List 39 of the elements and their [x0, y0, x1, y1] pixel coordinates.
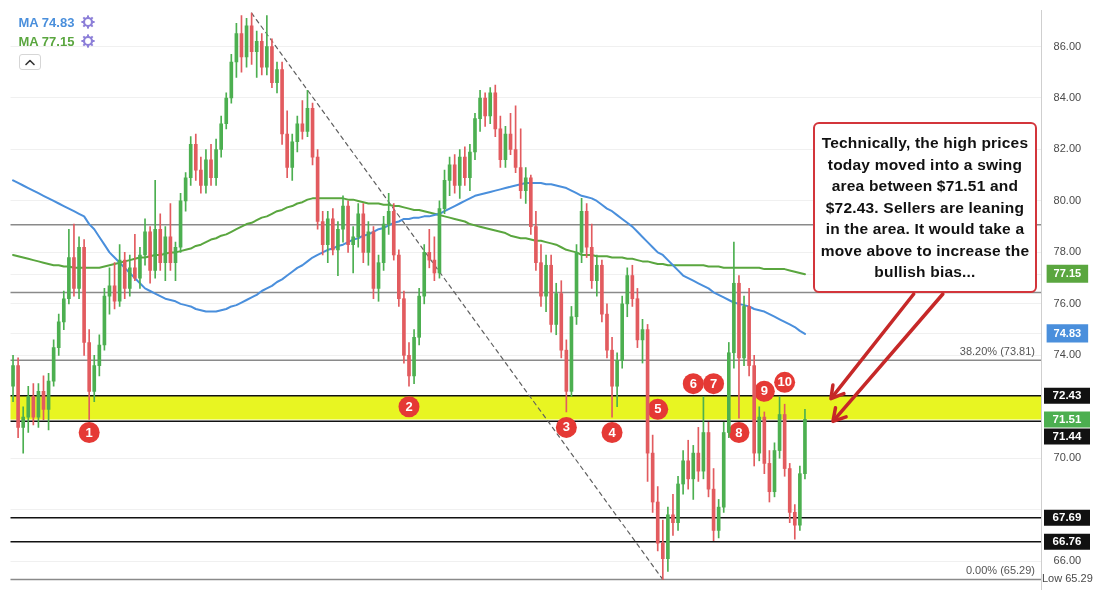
series-label: 7	[709, 375, 718, 391]
y-tick-label: 84.00	[1053, 91, 1082, 104]
text: MA 77.15	[18, 33, 75, 49]
series-label: 5	[654, 401, 662, 417]
text: MA 74.83	[18, 14, 75, 30]
series-label: 9	[760, 383, 768, 399]
series-label: 6	[689, 375, 697, 391]
candlestick	[21, 406, 26, 454]
series-label: 3	[562, 419, 570, 435]
annotation: Technically, the high prices today moved into a swing area between $71.51 and $72.43. Sellers are leaning in the area. It would take a move above to increase the bullish bias...	[819, 133, 1031, 282]
candlestick	[427, 228, 432, 269]
series-label: 2	[405, 398, 413, 414]
y-tick-label: 70.00	[1053, 451, 1082, 464]
y-tick-label: Low 65.29	[1042, 572, 1093, 585]
candlestick	[133, 234, 137, 282]
ref-line-label: 72.43	[1052, 389, 1082, 402]
y-tick-label: 86.00	[1053, 39, 1082, 52]
series-label: 4	[608, 424, 617, 440]
callout-box: Technically, the high prices today moved into a swing area between $71.51 and $72.43. Sellers are leaning in the area. It would take a move above to increase the bullish bias...	[812, 122, 1037, 293]
series-label: 8	[735, 424, 743, 440]
text: 71.51	[1052, 413, 1082, 426]
series-label: 10	[777, 374, 792, 390]
series-label: 1	[85, 424, 93, 440]
y-tick-label: 74.00	[1053, 348, 1082, 361]
y-tick-label: 66.00	[1053, 554, 1082, 567]
annotation: 38.20% (73.81)	[959, 344, 1035, 357]
y-tick-label: 74.83	[1053, 327, 1082, 339]
y-tick-label: 82.00	[1053, 142, 1082, 155]
ref-line-label: 66.76	[1052, 535, 1082, 548]
candlestick	[671, 493, 675, 536]
candlestick	[254, 30, 259, 78]
ref-line-label: 67.69	[1052, 511, 1082, 524]
annotation: 0.00% (65.29)	[965, 564, 1035, 576]
candlestick	[351, 226, 355, 274]
y-tick-label: 80.00	[1053, 193, 1082, 206]
ref-line-label: 71.44	[1052, 430, 1082, 443]
y-tick-label: 76.00	[1053, 296, 1082, 309]
y-tick-label: 78.00	[1053, 245, 1082, 258]
y-tick-label: 77.15	[1053, 267, 1082, 280]
